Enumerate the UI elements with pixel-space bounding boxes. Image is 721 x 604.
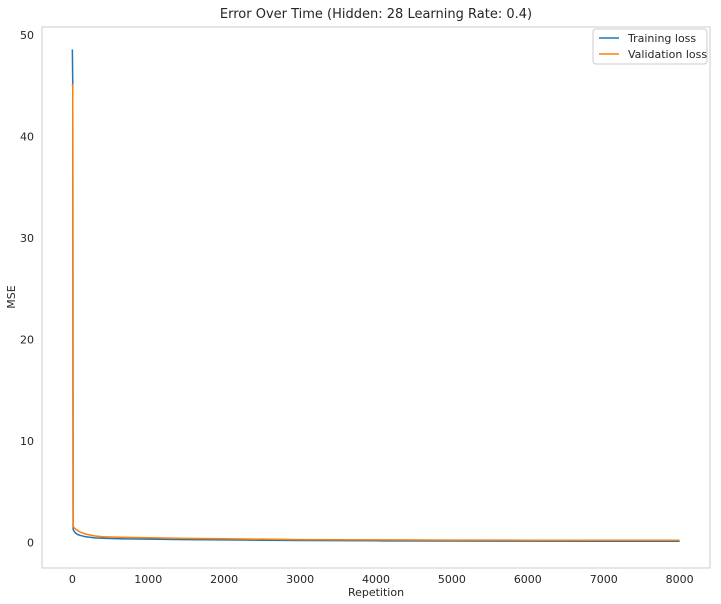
plot-frame: [41, 26, 711, 569]
x-tick-label: 2000: [210, 573, 238, 586]
series-line-0: [71, 49, 680, 543]
legend: Training loss Validation loss: [592, 28, 708, 65]
y-axis-label: MSE: [5, 285, 18, 308]
y-tick-label: 10: [20, 435, 34, 448]
chart-title: Error Over Time (Hidden: 28 Learning Rat…: [220, 7, 532, 22]
x-tick-label: 3000: [286, 573, 314, 586]
y-axis-ticks: 0 10 20 30 40 50: [20, 29, 34, 550]
x-axis-label: Repetition: [348, 586, 404, 599]
series-line-1: [71, 83, 680, 542]
y-tick-label: 40: [20, 131, 34, 144]
y-tick-label: 50: [20, 29, 34, 42]
legend-label-0: Training loss: [627, 32, 696, 45]
series-lines: [71, 49, 680, 543]
x-tick-label: 6000: [514, 573, 542, 586]
x-tick-label: 7000: [590, 573, 618, 586]
y-tick-label: 0: [27, 537, 34, 550]
legend-box: [592, 28, 708, 65]
x-tick-label: 5000: [438, 573, 466, 586]
legend-label-1: Validation loss: [628, 48, 707, 61]
y-tick-label: 30: [20, 232, 34, 245]
x-tick-label: 0: [69, 573, 76, 586]
y-tick-label: 20: [20, 334, 34, 347]
x-tick-label: 4000: [362, 573, 390, 586]
x-tick-label: 1000: [134, 573, 162, 586]
x-tick-label: 8000: [666, 573, 694, 586]
x-axis-ticks: 0 1000 2000 3000 4000 5000 6000 7000 8000: [69, 573, 694, 586]
